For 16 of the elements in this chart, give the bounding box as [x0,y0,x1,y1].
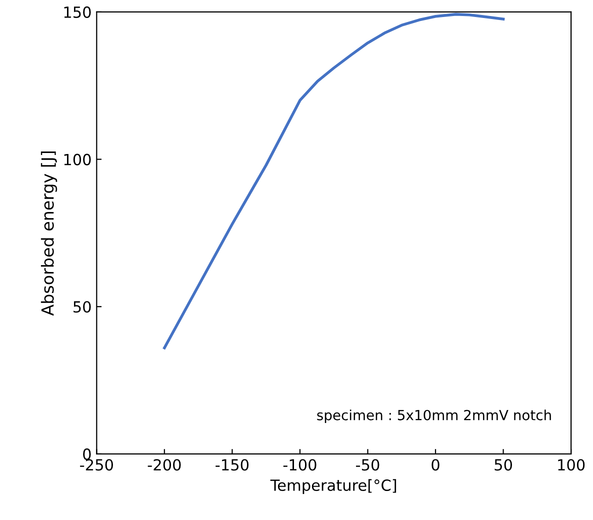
x-tick-label: -200 [148,459,181,471]
y-tick-label: 0 [83,448,91,460]
y-axis-title: Absorbed energy [J] [40,152,58,316]
x-tick-label: 0 [432,459,440,471]
x-tick-label: 50 [494,459,512,471]
x-tick-label: 100 [558,459,585,471]
y-tick-label: 150 [64,6,91,18]
annotation: specimen : 5x10mm 2mmV notch [317,410,551,424]
x-tick-label: -150 [216,459,249,471]
x-tick-label: -100 [283,459,316,471]
x-axis-title: Temperature[°C] [270,479,396,494]
line-series [163,12,505,350]
y-tick-label: 50 [74,301,91,313]
y-tick-label: 100 [64,154,91,166]
x-tick-label: -50 [356,459,380,471]
x-tick-label: -250 [80,459,113,471]
